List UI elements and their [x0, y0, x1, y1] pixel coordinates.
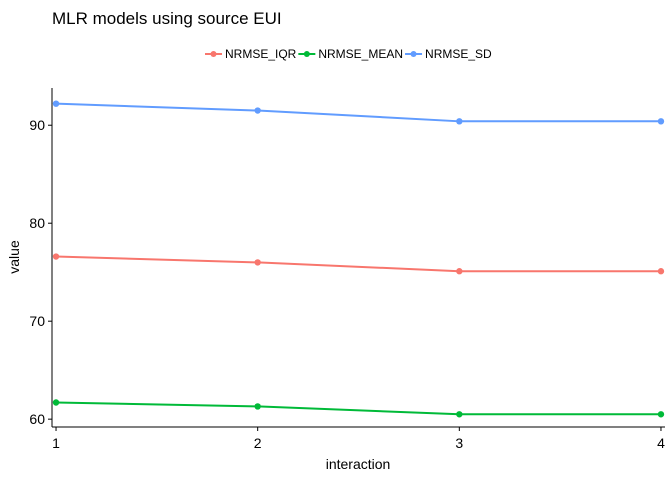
series-line: [55, 102, 661, 123]
data-point: [254, 259, 261, 266]
legend-label: NRMSE_IQR: [225, 47, 297, 61]
x-tick-label: 2: [254, 435, 262, 451]
legend-key-point: [303, 51, 310, 57]
x-tick-label: 3: [455, 435, 463, 451]
x-tick-label: 4: [657, 435, 665, 451]
data-point: [52, 253, 60, 260]
x-tick-label: 1: [52, 435, 60, 451]
y-axis-title: value: [6, 240, 22, 274]
data-point: [456, 118, 463, 125]
legend-item: NRMSE_SD: [405, 47, 492, 61]
data-point: [254, 403, 261, 410]
y-tick-label: 60: [29, 411, 45, 427]
data-point: [657, 118, 665, 125]
series-line: [56, 401, 661, 416]
chart-title: MLR models using source EUI: [52, 9, 282, 28]
legend: NRMSE_IQR NRMSE_MEAN NRMSE_SD: [205, 47, 492, 61]
data-point: [657, 268, 665, 275]
series-line: [56, 255, 661, 273]
data-point: [52, 100, 60, 107]
legend-key-point: [210, 51, 217, 57]
data-point: [52, 399, 60, 406]
legend-label: NRMSE_SD: [425, 47, 492, 61]
legend-item: NRMSE_IQR: [205, 47, 297, 61]
data-point: [657, 411, 665, 418]
y-tick-label: 90: [29, 117, 45, 133]
legend-label: NRMSE_MEAN: [318, 47, 403, 61]
data-point: [254, 107, 261, 114]
x-ticks: 1 2 3 4: [52, 427, 665, 451]
data-point: [456, 411, 463, 418]
series-nrmse-iqr: [52, 253, 665, 275]
series-nrmse-mean: [52, 399, 665, 418]
y-tick-label: 70: [29, 313, 45, 329]
y-tick-label: 80: [29, 215, 45, 231]
y-ticks: 60 70 80 90: [29, 117, 52, 427]
legend-item: NRMSE_MEAN: [298, 47, 403, 61]
data-point: [456, 268, 463, 275]
series-nrmse-sd: [52, 100, 665, 125]
plot-area: 60 70 80 90 1 2 3 4: [29, 88, 665, 451]
legend-key-point: [410, 51, 417, 57]
series-group: [52, 100, 665, 418]
x-axis-title: interaction: [326, 456, 391, 472]
